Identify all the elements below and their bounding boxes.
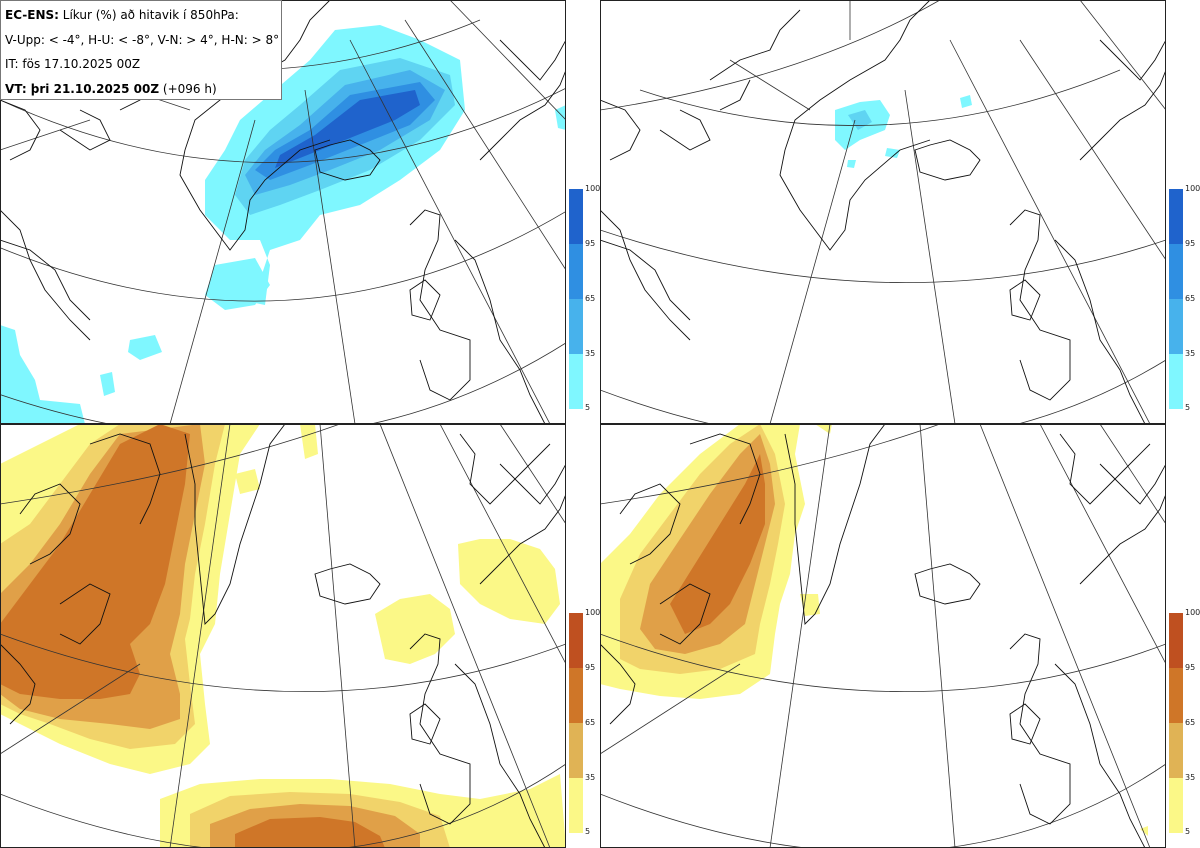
probability-title: Líkur (%) að hitavik í 850hPa: bbox=[62, 8, 239, 22]
info-line-1: EC-ENS: Líkur (%) að hitavik í 850hPa: bbox=[5, 7, 281, 32]
colorbar-tick: 65 bbox=[1185, 718, 1196, 727]
cold-probability-field bbox=[835, 95, 972, 168]
colorbar-tick: 35 bbox=[585, 349, 596, 358]
info-line-4: VT: þri 21.10.2025 00Z (+096 h) bbox=[5, 81, 281, 106]
colorbar-segment bbox=[569, 668, 583, 723]
colorbar-segment bbox=[569, 354, 583, 409]
coastlines bbox=[600, 0, 1166, 424]
map-panel-warm-4: 100 95 65 35 5 bbox=[0, 424, 600, 848]
colorbar-segment bbox=[569, 613, 583, 668]
colorbar-tick: 95 bbox=[1185, 239, 1196, 248]
colorbar-blue: 100 95 65 35 5 bbox=[1169, 184, 1200, 412]
colorbar-tick: 5 bbox=[1185, 403, 1191, 412]
colorbar-segment bbox=[1169, 244, 1183, 299]
colorbar-tick: 5 bbox=[1185, 827, 1191, 836]
graticule bbox=[0, 424, 566, 848]
colorbar-tick: 100 bbox=[585, 608, 601, 617]
colorbar-tick: 95 bbox=[1185, 663, 1196, 672]
colorbar-blue: 100 95 65 35 5 bbox=[569, 184, 600, 412]
info-box: EC-ENS: Líkur (%) að hitavik í 850hPa: V… bbox=[0, 0, 282, 100]
lead-time: (+096 h) bbox=[162, 81, 217, 96]
graticule bbox=[600, 0, 1166, 424]
warm-probability-field bbox=[0, 424, 566, 848]
colorbar-segment bbox=[569, 244, 583, 299]
colorbar-segment bbox=[569, 189, 583, 244]
initial-time: IT: fös 17.10.2025 00Z bbox=[5, 57, 141, 71]
colorbar-tick: 5 bbox=[585, 827, 591, 836]
colorbar-tick: 35 bbox=[1185, 349, 1196, 358]
graticule bbox=[600, 424, 1166, 848]
colorbar-tick: 5 bbox=[585, 403, 591, 412]
colorbar-segment bbox=[1169, 189, 1183, 244]
colorbar-segment bbox=[1169, 613, 1183, 668]
warm-probability-field bbox=[600, 424, 1148, 836]
colorbar-segment bbox=[1169, 778, 1183, 833]
colorbar-tick: 95 bbox=[585, 239, 596, 248]
colorbar-tick: 100 bbox=[585, 184, 601, 193]
colorbar-tick: 35 bbox=[585, 773, 596, 782]
colorbar-segment bbox=[1169, 668, 1183, 723]
map-canvas bbox=[0, 424, 566, 848]
colorbar-tick: 65 bbox=[585, 294, 596, 303]
colorbar-segment bbox=[1169, 299, 1183, 354]
colorbar-segment bbox=[569, 723, 583, 778]
coastlines bbox=[0, 424, 566, 848]
colorbar-tick: 95 bbox=[585, 663, 596, 672]
colorbar-segment bbox=[569, 778, 583, 833]
map-panel-cold-8: 100 95 65 35 5 bbox=[600, 0, 1200, 424]
map-canvas bbox=[600, 424, 1166, 848]
colorbar-tick: 65 bbox=[585, 718, 596, 727]
valid-time: VT: þri 21.10.2025 00Z bbox=[5, 81, 160, 96]
model-label: EC-ENS: bbox=[5, 8, 59, 22]
map-panel-warm-8: 100 95 65 35 5 bbox=[600, 424, 1200, 848]
colorbar-segment bbox=[1169, 723, 1183, 778]
colorbar-tick: 35 bbox=[1185, 773, 1196, 782]
map-canvas bbox=[600, 0, 1166, 424]
colorbar-orange: 100 95 65 35 5 bbox=[1169, 608, 1200, 836]
colorbar-tick: 100 bbox=[1185, 184, 1200, 193]
map-panel-cold-4: EC-ENS: Líkur (%) að hitavik í 850hPa: V… bbox=[0, 0, 600, 424]
colorbar-tick: 65 bbox=[1185, 294, 1196, 303]
colorbar-segment bbox=[569, 299, 583, 354]
colorbar-orange: 100 95 65 35 5 bbox=[569, 608, 600, 836]
coastlines bbox=[600, 424, 1166, 848]
threshold-legend: V-Upp: < -4°, H-U: < -8°, V-N: > 4°, H-N… bbox=[5, 32, 280, 47]
colorbar-tick: 100 bbox=[1185, 608, 1200, 617]
colorbar-segment bbox=[1169, 354, 1183, 409]
